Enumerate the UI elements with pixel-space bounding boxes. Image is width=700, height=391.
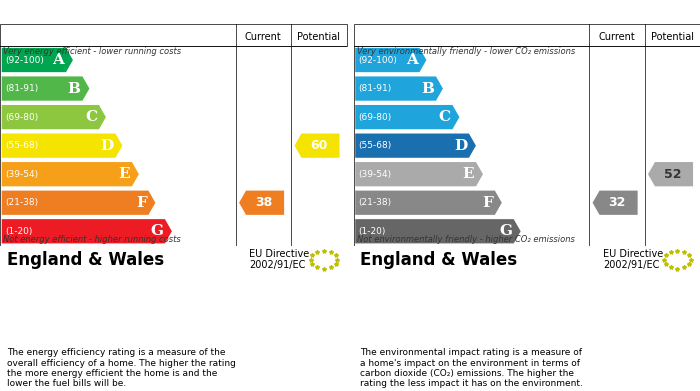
Polygon shape (1, 162, 139, 187)
Text: Very environmentally friendly - lower CO₂ emissions: Very environmentally friendly - lower CO… (357, 47, 575, 56)
Text: 60: 60 (310, 139, 328, 152)
Text: F: F (136, 196, 147, 210)
Polygon shape (1, 48, 73, 72)
Polygon shape (355, 48, 426, 72)
Text: F: F (482, 196, 493, 210)
Polygon shape (355, 219, 521, 244)
Text: A: A (52, 53, 64, 67)
Text: (21-38): (21-38) (358, 198, 392, 207)
Text: G: G (150, 224, 163, 238)
Text: B: B (421, 82, 434, 95)
Text: Environmental Impact (CO₂) Rating: Environmental Impact (CO₂) Rating (360, 5, 622, 19)
Polygon shape (355, 162, 483, 187)
Polygon shape (239, 190, 284, 215)
Polygon shape (1, 105, 106, 129)
Text: Potential: Potential (651, 32, 694, 42)
Text: The environmental impact rating is a measure of
a home's impact on the environme: The environmental impact rating is a mea… (360, 348, 583, 389)
Text: D: D (454, 139, 467, 152)
Text: EU Directive
2002/91/EC: EU Directive 2002/91/EC (249, 249, 309, 271)
Text: (92-100): (92-100) (5, 56, 44, 65)
Polygon shape (1, 76, 90, 101)
Text: Very energy efficient - lower running costs: Very energy efficient - lower running co… (4, 47, 181, 56)
Polygon shape (1, 219, 172, 244)
Text: 52: 52 (664, 168, 681, 181)
Text: (92-100): (92-100) (358, 56, 398, 65)
Text: Energy Efficiency Rating: Energy Efficiency Rating (7, 5, 190, 19)
Text: B: B (68, 82, 80, 95)
Text: The energy efficiency rating is a measure of the
overall efficiency of a home. T: The energy efficiency rating is a measur… (7, 348, 236, 389)
Text: England & Wales: England & Wales (7, 251, 164, 269)
Text: Current: Current (598, 32, 635, 42)
Polygon shape (593, 190, 638, 215)
Text: (39-54): (39-54) (5, 170, 38, 179)
Text: E: E (118, 167, 130, 181)
Text: (69-80): (69-80) (358, 113, 392, 122)
Text: Not energy efficient - higher running costs: Not energy efficient - higher running co… (4, 235, 181, 244)
Text: E: E (463, 167, 475, 181)
Text: 32: 32 (608, 196, 626, 209)
Text: 38: 38 (255, 196, 272, 209)
Text: Not environmentally friendly - higher CO₂ emissions: Not environmentally friendly - higher CO… (357, 235, 575, 244)
Text: Current: Current (245, 32, 281, 42)
Polygon shape (295, 133, 340, 158)
Polygon shape (1, 133, 122, 158)
Polygon shape (355, 133, 476, 158)
Polygon shape (648, 162, 693, 187)
Text: (55-68): (55-68) (5, 141, 38, 150)
Text: England & Wales: England & Wales (360, 251, 517, 269)
Text: C: C (85, 110, 97, 124)
Text: D: D (101, 139, 113, 152)
Polygon shape (1, 190, 155, 215)
Text: (39-54): (39-54) (358, 170, 392, 179)
Text: EU Directive
2002/91/EC: EU Directive 2002/91/EC (603, 249, 663, 271)
Text: (55-68): (55-68) (358, 141, 392, 150)
Text: G: G (499, 224, 512, 238)
Polygon shape (355, 190, 502, 215)
Text: A: A (406, 53, 418, 67)
Text: (81-91): (81-91) (5, 84, 38, 93)
Text: Potential: Potential (298, 32, 340, 42)
Text: (1-20): (1-20) (5, 227, 33, 236)
Polygon shape (355, 105, 459, 129)
Polygon shape (355, 76, 443, 101)
Text: (21-38): (21-38) (5, 198, 38, 207)
Text: (69-80): (69-80) (5, 113, 38, 122)
Text: (1-20): (1-20) (358, 227, 386, 236)
Text: C: C (439, 110, 451, 124)
Text: (81-91): (81-91) (358, 84, 392, 93)
